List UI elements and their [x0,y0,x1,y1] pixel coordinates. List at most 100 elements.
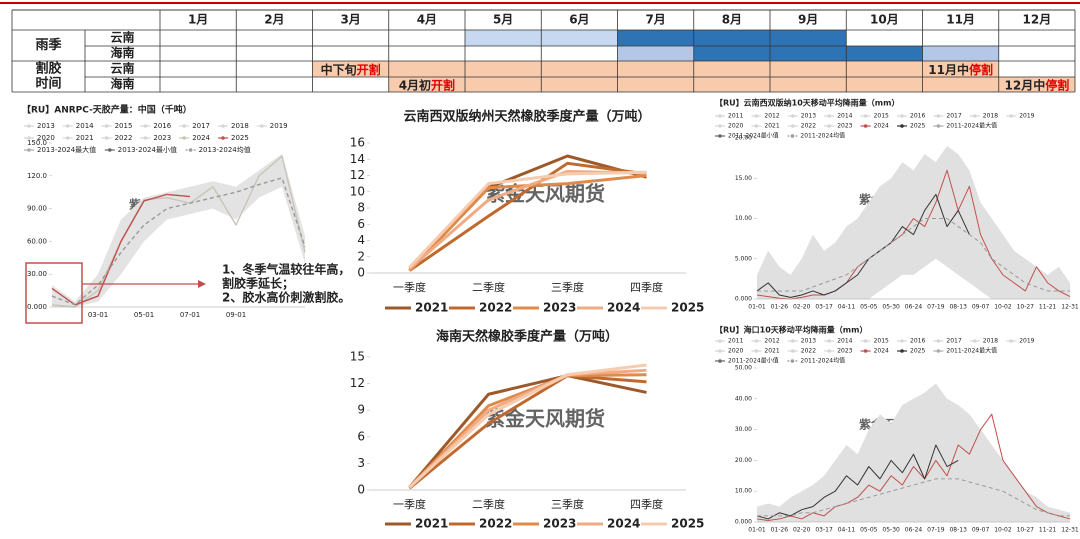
month-header: 8月 [722,13,742,27]
series-line [408,374,647,489]
cell-note-part: 4月初 [399,77,431,92]
legend-label: 2016 [910,113,925,120]
legend-label: 2021 [415,301,448,315]
chart-title: 【RU】海口10天移动平均降雨量（mm） [715,325,867,335]
cell-fill [388,61,465,77]
legend-label: 2011-2024最小值 [728,357,779,365]
region-label: 云南 [110,30,134,45]
region-label: 海南 [110,45,134,60]
legend-dot [754,339,759,343]
x-tick-label: 12-31 [1061,304,1079,311]
legend-label: 2017 [946,113,961,120]
month-header: 2月 [264,13,284,27]
legend-dot [182,124,186,128]
legend-dot [973,339,977,343]
cell-fill [846,77,923,92]
legend-dot [182,136,186,140]
month-header: 1月 [188,13,208,27]
cell-fill [541,30,618,46]
series-line [756,169,1071,300]
chart-title: 【RU】云南西双版纳10天移动平均降雨量（mm） [715,98,899,108]
legend-label: 2013 [801,338,816,345]
legend-label: 2025 [671,301,704,315]
y-tick-label: 5.000 [735,255,752,262]
legend-dot [143,124,148,128]
legend-label: 2013-2024最大值 [37,145,96,154]
legend-dot [718,124,722,128]
legend-label: 2020 [728,348,743,355]
cell-fill [693,61,770,77]
series-line [757,478,1070,517]
legend-label: 2011-2024均值 [800,132,845,140]
legend-label: 2019 [1019,113,1034,120]
annotation: 1、冬季气温较往年高， [222,262,350,277]
cell-note: 12月中停割 [1005,77,1070,92]
legend-label: 2023 [543,517,576,531]
x-tick-label: 06-24 [905,304,923,311]
y-tick-label: 12 [350,168,365,182]
y-tick-label: 60.00 [27,237,47,245]
cell-fill [541,61,618,77]
legend-dot [936,124,941,128]
legend-dot [791,349,795,353]
region-label: 云南 [110,61,134,76]
y-tick-label: 0.000 [735,296,752,303]
x-tick-label: 08-13 [949,527,967,534]
y-tick-label: 50.00 [735,365,752,372]
x-tick-label: 12-31 [1061,527,1079,534]
x-tick-label: 一季度 [393,280,426,294]
cell-fill [617,61,694,77]
legend-label: 2011-2024最大值 [946,347,997,355]
legend-label: 2022 [479,517,512,531]
legend-label: 2015 [874,113,889,120]
legend-label: 2019 [1019,338,1034,345]
legend-label: 2023 [837,123,852,130]
legend-dot [260,124,264,128]
legend-label: 2024 [874,348,889,355]
x-tick-label: 02-20 [793,304,811,311]
range-area [757,146,1070,299]
legend-dot [718,114,722,118]
y-tick-label: 12 [350,376,365,390]
legend-dot [936,349,941,353]
y-tick-label: 0 [357,483,365,497]
legend-dot [108,148,112,152]
x-tick-label: 10-02 [994,304,1012,311]
legend-dot [973,114,977,118]
legend-label: 2023 [153,134,171,142]
cell-fill [922,61,999,77]
legend-dot [27,148,31,152]
legend-dot [827,124,831,128]
legend-label: 2018 [983,113,998,120]
legend-dot [827,114,831,118]
legend-label: 2020 [37,134,55,142]
legend-label: 2014 [837,338,852,345]
cell-note-part: 11月中 [928,62,969,77]
legend-label: 2018 [983,338,998,345]
x-tick-label: 05-30 [882,527,900,534]
range-area [757,383,1070,522]
y-tick-label: 16 [350,136,365,150]
legend-label: 2022 [479,301,512,315]
cell-fill [846,46,923,61]
legend-dot [221,136,225,140]
y-tick-label: 2 [357,249,365,263]
series-line [408,374,647,490]
y-tick-label: 90.00 [27,205,47,213]
x-tick-label: 08-13 [949,304,967,311]
x-tick-label: 07-19 [927,304,945,311]
legend-label: 2016 [153,122,171,130]
legend-dot [27,136,31,140]
legend-dot [863,339,868,343]
cell-fill [617,30,694,46]
month-header: 9月 [798,13,818,27]
cell-note-part: 开割 [357,62,381,77]
x-tick-label: 一季度 [393,497,426,511]
x-tick-label: 10-27 [1017,527,1035,534]
legend-dot [863,114,868,118]
cell-fill [465,61,542,77]
series-line [51,177,306,306]
legend-label: 2020 [728,123,743,130]
cell-fill [312,61,389,77]
legend-label: 2025 [231,134,249,142]
